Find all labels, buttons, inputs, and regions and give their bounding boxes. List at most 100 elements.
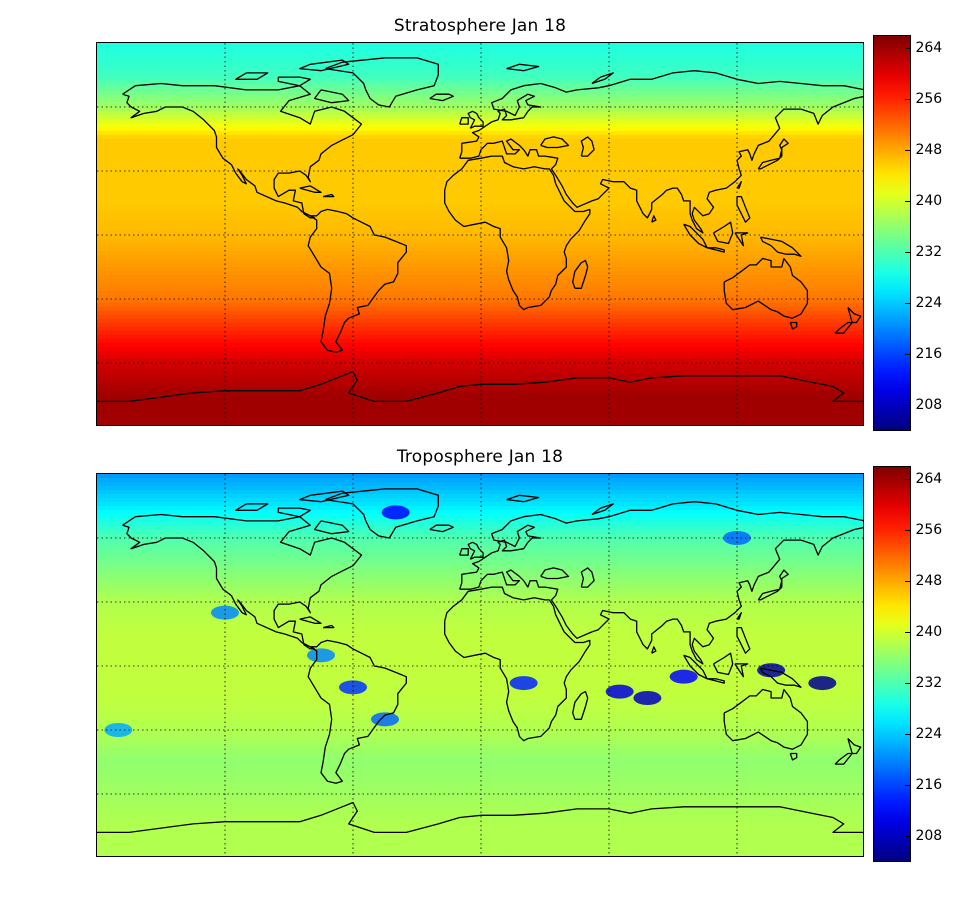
colorbar — [873, 466, 911, 862]
heat-cell — [97, 474, 863, 479]
heat-cell — [97, 690, 863, 695]
heat-cell — [97, 534, 863, 539]
heat-cell — [97, 95, 863, 100]
heat-cell — [97, 834, 863, 839]
coastline — [325, 488, 439, 539]
coastline — [459, 548, 469, 556]
coastline — [706, 678, 725, 684]
colorbar-tick-label: 216 — [904, 346, 943, 363]
cold-spot — [381, 505, 410, 520]
colorbar-tick-label: 240 — [904, 624, 943, 641]
colorbar-tick-label: 232 — [904, 675, 943, 692]
heat-cell — [97, 714, 863, 719]
heat-cell — [97, 742, 863, 747]
coastline — [651, 646, 657, 654]
heat-cell — [97, 542, 863, 547]
heat-cell — [97, 139, 863, 144]
coastline — [467, 110, 484, 129]
heat-cell — [97, 215, 863, 220]
heat-cell — [97, 526, 863, 531]
heat-cell — [97, 754, 863, 759]
coastline — [540, 567, 570, 580]
heat-cell — [97, 259, 863, 264]
colorbar-tick-label: 216 — [904, 777, 943, 794]
heat-cell — [97, 163, 863, 168]
colorbar-tick-label: 248 — [904, 572, 943, 589]
heat-cell — [97, 211, 863, 216]
heat-cell — [97, 399, 863, 404]
heat-cell — [97, 271, 863, 276]
coastline — [712, 221, 734, 245]
coastline — [299, 185, 322, 193]
heat-cell — [97, 123, 863, 128]
heat-cell — [97, 798, 863, 803]
heat-cell — [97, 159, 863, 164]
heat-cell — [97, 814, 863, 819]
heat-cell — [97, 183, 863, 188]
heat-cell — [97, 191, 863, 196]
coastline — [122, 82, 363, 219]
coastline — [307, 208, 407, 353]
chart-title: Stratosphere Jan 18 — [393, 16, 567, 36]
heat-cell — [97, 167, 863, 172]
heat-cell — [97, 734, 863, 739]
heat-cell — [97, 822, 863, 827]
coastline — [736, 626, 751, 654]
heat-cell — [97, 490, 863, 495]
heat-cell — [97, 375, 863, 380]
heatmap-map — [96, 42, 864, 426]
coastline — [299, 616, 322, 624]
heat-cell — [97, 411, 863, 416]
coastline — [506, 494, 540, 503]
heat-cell — [97, 307, 863, 312]
heat-cell — [97, 339, 863, 344]
heat-cell — [97, 103, 863, 108]
cold-spot — [339, 680, 367, 695]
coastline — [736, 612, 742, 620]
coastline — [459, 70, 863, 234]
heat-cell — [97, 363, 863, 368]
heat-cell — [97, 351, 863, 356]
heat-cell — [97, 147, 863, 152]
colorbar — [873, 35, 911, 431]
coastline — [313, 89, 350, 104]
heat-cell — [97, 59, 863, 64]
heat-cell — [97, 387, 863, 392]
coastline — [429, 524, 454, 533]
cold-spot — [669, 669, 698, 684]
heat-cell — [97, 255, 863, 260]
heat-cell — [97, 730, 863, 735]
coastline — [322, 624, 335, 629]
coastline — [572, 690, 589, 720]
colorbar-tick-label: 264 — [904, 470, 943, 487]
colorbar-tick-label: 248 — [904, 141, 943, 158]
coastline — [736, 181, 742, 189]
heat-cell — [97, 610, 863, 615]
colorbar-tick-label: 256 — [904, 90, 943, 107]
coastline — [444, 155, 591, 311]
heat-cell — [97, 419, 863, 424]
coastline — [97, 370, 863, 403]
coastline — [572, 259, 589, 289]
colorbar-tick-label: 240 — [904, 193, 943, 210]
heat-cell — [97, 630, 863, 635]
coastline — [591, 503, 614, 516]
coastline — [789, 752, 798, 761]
coastline — [723, 688, 809, 750]
heat-cell — [97, 650, 863, 655]
coastline — [736, 195, 751, 223]
coastline — [712, 652, 734, 676]
heat-cell — [97, 195, 863, 200]
coastline — [444, 586, 591, 742]
heat-cell — [97, 750, 863, 755]
heat-cell — [97, 530, 863, 535]
coastline — [847, 738, 862, 755]
coastline — [506, 63, 540, 72]
cold-spot — [605, 684, 634, 699]
heat-cell — [97, 590, 863, 595]
heat-cell — [97, 63, 863, 68]
heat-cell — [97, 111, 863, 116]
heat-cell — [97, 830, 863, 835]
cold-spot — [307, 648, 335, 663]
coastline — [277, 507, 311, 518]
